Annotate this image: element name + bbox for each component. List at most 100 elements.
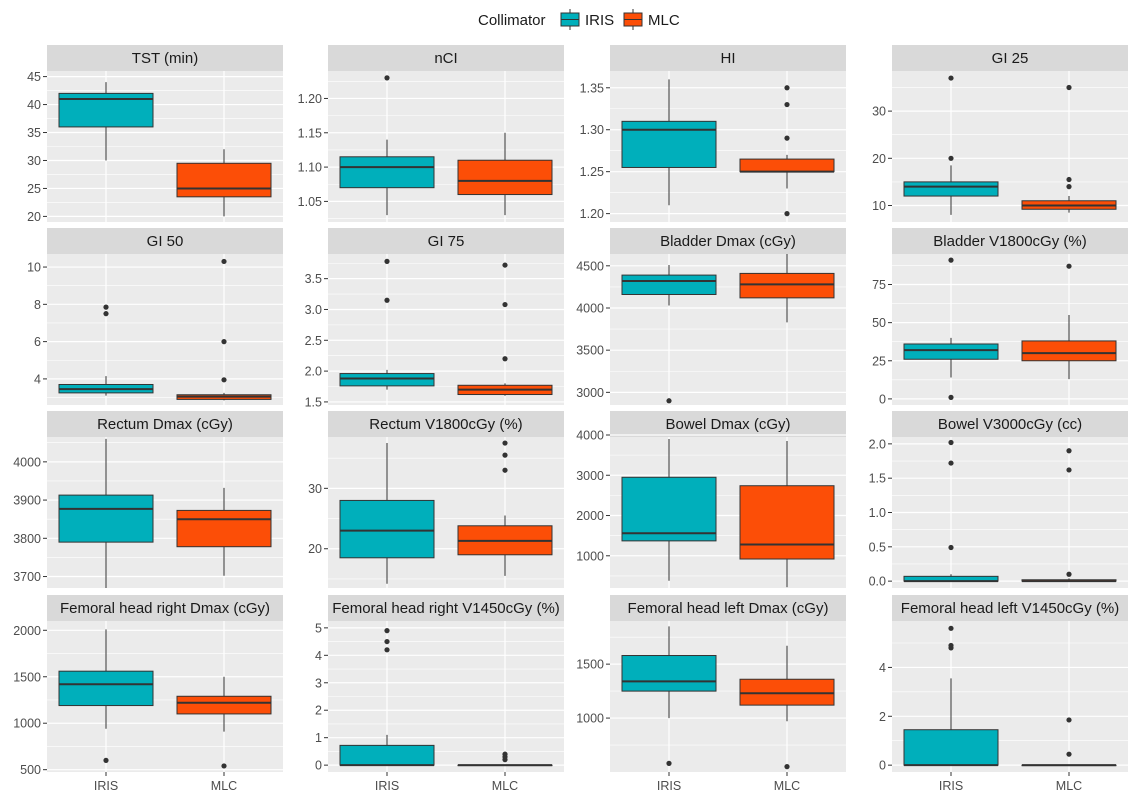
box-iris [903, 625, 999, 767]
panel-nci: nCI 1.05 1.10 1.15 1.20 [298, 45, 564, 222]
outlier-point [784, 101, 790, 108]
panel-bladder-v1800cgy: Bladder V1800cGy (%) 0 25 50 75 [872, 228, 1128, 406]
box-mlc [739, 441, 835, 588]
y-tick-label: 1.05 [298, 195, 322, 209]
y-tick-label: 45 [27, 70, 41, 84]
panel-strip [328, 45, 564, 71]
y-tick-label: 2.0 [305, 365, 322, 379]
outlier-point [384, 258, 390, 264]
panel-rectum-v1800cgy: Rectum V1800cGy (%) 20 30 [308, 411, 564, 588]
panel-strip [892, 45, 1128, 71]
panel-strip [47, 45, 283, 71]
legend-label-iris: IRIS [585, 12, 614, 29]
y-tick-label: 3700 [13, 570, 41, 584]
box-iris [58, 629, 154, 763]
outlier-point [384, 75, 390, 81]
outlier-point [502, 356, 508, 362]
box-iris [903, 439, 999, 583]
x-tick-label: IRIS [94, 779, 118, 793]
box-iqr [903, 181, 999, 197]
box-iqr [621, 655, 717, 692]
box-iqr [621, 476, 717, 542]
y-tick-label: 30 [872, 105, 886, 119]
y-tick-label: 4500 [576, 259, 604, 273]
box-iqr [176, 695, 272, 715]
panel-strip [328, 595, 564, 621]
box-iqr [739, 158, 835, 173]
outlier-point [103, 304, 109, 310]
box-mlc [457, 262, 553, 396]
outlier-point [948, 75, 954, 81]
outlier-point [103, 757, 109, 763]
outlier-point [1066, 571, 1072, 577]
y-tick-label: 3500 [576, 344, 604, 358]
box-iqr [903, 343, 999, 360]
y-tick-label: 3 [315, 676, 322, 690]
box-iqr [58, 670, 154, 707]
outlier-point [384, 638, 390, 645]
panel-bladder-dmax-cgy: Bladder Dmax (cGy) 3000 3500 4000 4500 [576, 228, 846, 405]
outlier-point [948, 642, 954, 649]
x-tick-label: IRIS [375, 779, 399, 793]
legend-key-iris [560, 9, 580, 30]
panel-title: Bladder V1800cGy (%) [933, 233, 1086, 250]
panel-rectum-dmax-cgy: Rectum Dmax (cGy) 3700 3800 3900 4000 [13, 411, 283, 588]
outlier-point [1066, 448, 1072, 454]
box-iqr [457, 159, 553, 196]
y-tick-label: 25 [872, 354, 886, 368]
outlier-point [948, 439, 954, 446]
outlier-point [221, 258, 227, 265]
y-tick-label: 10 [27, 261, 41, 275]
panel-title: Rectum Dmax (cGy) [97, 416, 233, 433]
y-tick-label: 1.35 [580, 81, 604, 95]
y-tick-label: 30 [27, 154, 41, 168]
outlier-point [948, 394, 954, 400]
outlier-point [784, 85, 790, 91]
panel-title: Femoral head left Dmax (cGy) [628, 600, 829, 617]
outlier-point [384, 628, 390, 634]
outlier-point [221, 377, 227, 383]
y-tick-label: 3000 [576, 386, 604, 400]
box-mlc [739, 645, 835, 770]
box-mlc [176, 258, 272, 401]
panel-strip [610, 595, 846, 621]
y-tick-label: 4 [879, 661, 886, 675]
box-iris [339, 443, 435, 584]
y-tick-label: 1.15 [298, 126, 322, 140]
outlier-point [384, 647, 390, 653]
y-tick-label: 5 [315, 621, 322, 635]
box-iris [903, 75, 999, 215]
y-tick-label: 2.0 [869, 437, 886, 451]
y-tick-label: 6 [34, 335, 41, 349]
outlier-point [502, 751, 508, 757]
panel-strip [47, 595, 283, 621]
y-tick-label: 2 [879, 710, 886, 724]
box-iris [621, 439, 717, 581]
y-tick-label: 3800 [13, 532, 41, 546]
y-tick-label: 0.0 [869, 575, 886, 589]
panel-strip [328, 228, 564, 254]
box-iqr [739, 485, 835, 560]
outlier-point [948, 155, 954, 161]
panel-strip [892, 228, 1128, 254]
box-iris [903, 257, 999, 400]
panels: TST (min)202530354045nCI1.051.101.151.20… [13, 45, 1128, 793]
outlier-point [1066, 184, 1072, 190]
outlier-point [948, 460, 954, 466]
panel-femoral-head-left-dmax-cgy: Femoral head left Dmax (cGy) 1000 1500 IRIS… [576, 595, 846, 793]
panel-title: Femoral head right Dmax (cGy) [60, 600, 270, 617]
box-iris [58, 82, 154, 161]
y-tick-label: 20 [872, 152, 886, 166]
y-tick-label: 2 [315, 704, 322, 718]
panel-strip [47, 228, 283, 254]
y-tick-label: 20 [27, 210, 41, 224]
box-iqr [621, 120, 717, 168]
x-tick-label: MLC [1056, 779, 1082, 793]
box-iqr [176, 162, 272, 198]
y-tick-label: 30 [308, 482, 322, 496]
y-tick-label: 50 [872, 316, 886, 330]
y-tick-label: 10 [872, 199, 886, 213]
outlier-point [666, 398, 672, 404]
outlier-point [948, 257, 954, 263]
